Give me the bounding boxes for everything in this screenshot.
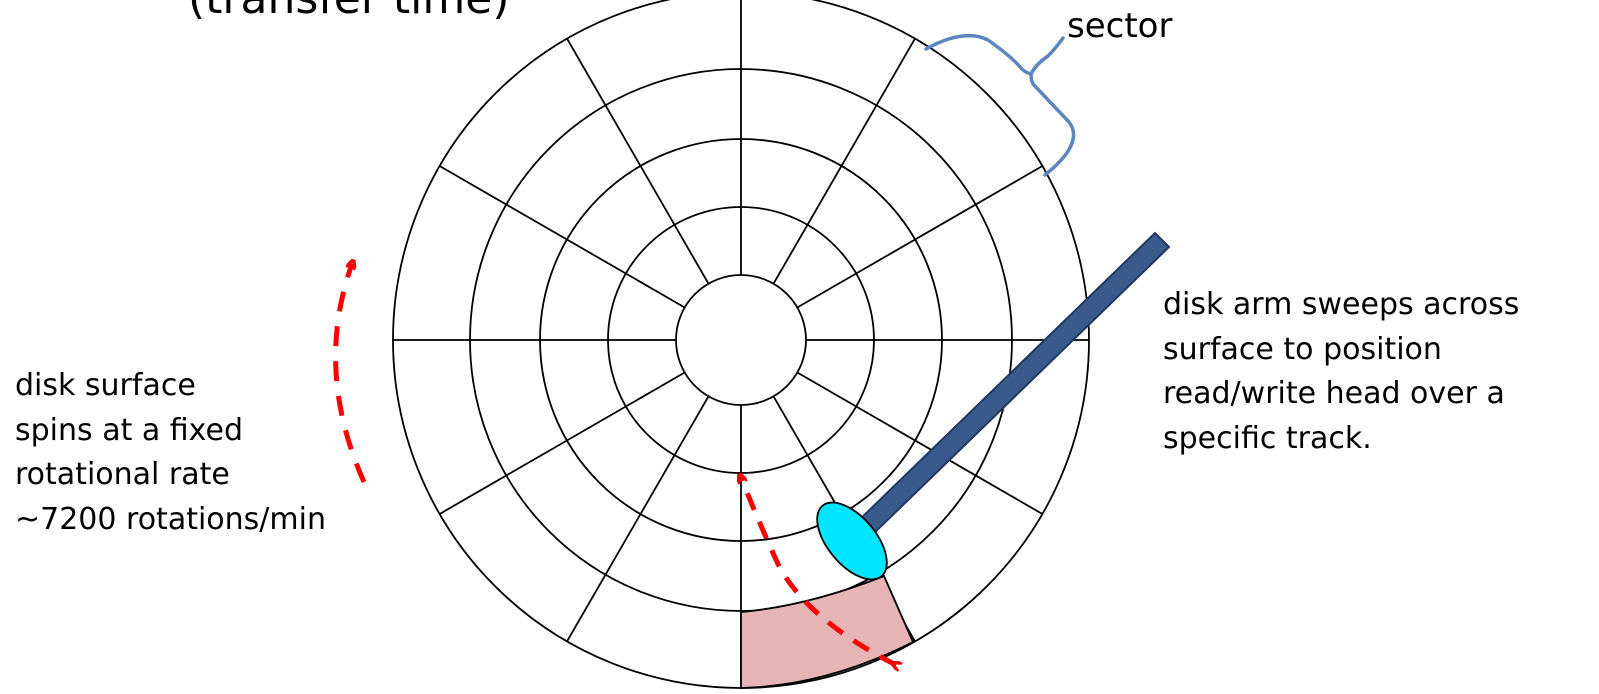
sector-line: [566, 38, 710, 285]
sector-line: [439, 371, 686, 515]
sector-brace-tip: [1029, 36, 1065, 76]
spin-caption-line: ~7200 rotations/min: [15, 501, 326, 537]
arm-caption-line: surface to position: [1163, 331, 1442, 367]
sector-label: sector: [1067, 6, 1173, 46]
sector-line: [439, 165, 686, 309]
sector-line: [796, 371, 1043, 515]
disk-arm: [853, 231, 1171, 540]
spin-caption-line: disk surface: [15, 368, 196, 403]
rotation-arrow: [333, 264, 367, 484]
sector-line: [796, 165, 1043, 309]
arm-caption: disk arm sweeps across surface to positi…: [1163, 283, 1519, 461]
track-inner: [675, 274, 807, 406]
sector-lines: [393, 0, 1089, 688]
spin-caption-line: spins at a fixed: [15, 412, 244, 448]
arm-caption-line: read/write head over a: [1163, 376, 1505, 411]
sector-brace: [924, 33, 1076, 177]
spin-caption: disk surface spins at a fixed rotational…: [15, 364, 326, 542]
arm-caption-line: specific track.: [1163, 420, 1372, 456]
sector-line: [772, 38, 916, 285]
arm-caption-line: disk arm sweeps across: [1163, 287, 1520, 322]
highlighted-sector: [740, 574, 915, 689]
spin-caption-line: rotational rate: [15, 457, 230, 492]
sector-line: [566, 395, 710, 642]
slide-title: (transfer time): [188, 0, 510, 24]
